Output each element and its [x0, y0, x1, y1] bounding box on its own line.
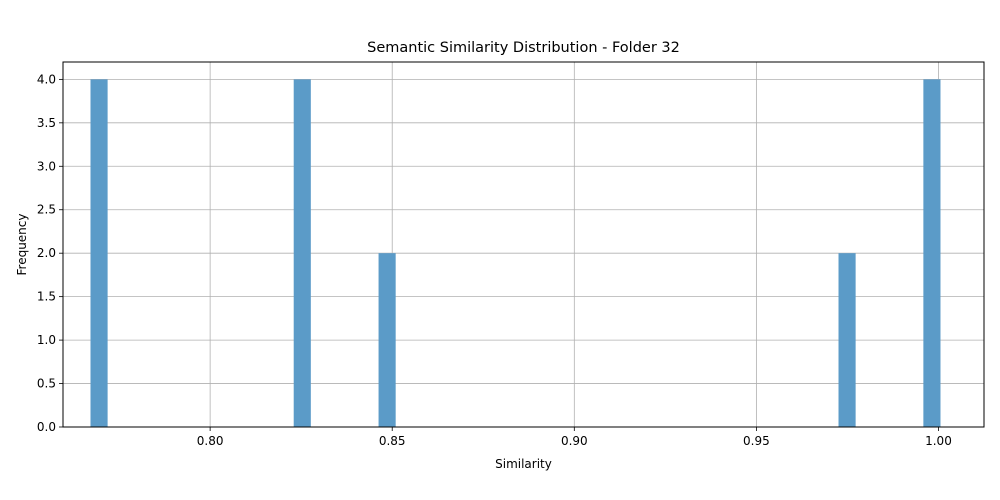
y-tick-label: 0.5 [37, 377, 56, 391]
x-axis-ticks: 0.80 0.85 0.90 0.95 1.00 [197, 427, 952, 448]
y-axis-label: Frequency [15, 214, 29, 276]
histogram-bar [378, 253, 396, 427]
y-tick-label: 0.0 [37, 420, 56, 434]
y-tick-label: 3.0 [37, 159, 56, 173]
y-axis-ticks: 0.0 0.5 1.0 1.5 2.0 2.5 3.0 3.5 4.0 [37, 72, 63, 434]
x-tick-label: 0.90 [561, 434, 588, 448]
chart-title: Semantic Similarity Distribution - Folde… [367, 40, 680, 56]
histogram-bar [838, 253, 856, 427]
histogram-bars [90, 79, 941, 427]
x-tick-label: 0.80 [197, 434, 224, 448]
y-tick-label: 4.0 [37, 72, 56, 86]
y-tick-label: 3.5 [37, 116, 56, 130]
y-tick-label: 1.0 [37, 333, 56, 347]
y-tick-label: 1.5 [37, 290, 56, 304]
plot-frame [62, 61, 985, 428]
histogram-bar [923, 79, 941, 427]
histogram-bar [90, 79, 108, 427]
x-tick-label: 1.00 [925, 434, 952, 448]
y-tick-label: 2.0 [37, 246, 56, 260]
y-tick-label: 2.5 [37, 203, 56, 217]
x-tick-label: 0.85 [379, 434, 406, 448]
x-axis-label: Similarity [495, 457, 552, 471]
histogram-bar [293, 79, 311, 427]
x-tick-label: 0.95 [743, 434, 770, 448]
